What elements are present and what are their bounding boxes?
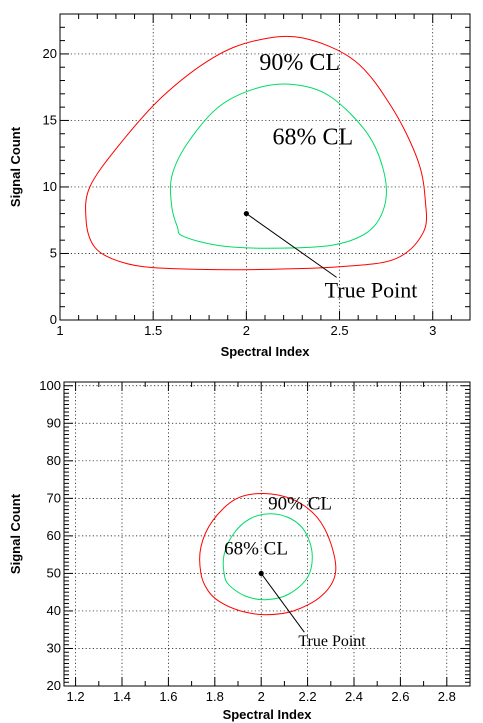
y-axis-title: Signal Count bbox=[8, 126, 23, 207]
x-tick-label: 2 bbox=[243, 323, 250, 338]
y-tick-label: 5 bbox=[50, 245, 57, 260]
x-tick-label: 1.2 bbox=[67, 689, 85, 704]
x-tick-label: 1.4 bbox=[113, 689, 131, 704]
true-point-pointer-line bbox=[260, 573, 305, 633]
y-tick-label: 0 bbox=[50, 312, 57, 327]
true-point-pointer-line bbox=[246, 213, 337, 278]
contour-90cl bbox=[85, 35, 428, 271]
x-tick-label: 3 bbox=[429, 323, 436, 338]
y-axis-title: Signal Count bbox=[8, 493, 23, 574]
x-tick-label: 2.4 bbox=[345, 689, 363, 704]
contour-90cl bbox=[199, 492, 337, 616]
label-true-point: True Point bbox=[298, 633, 366, 650]
x-axis-title: Spectral Index bbox=[221, 344, 311, 359]
x-axis-title: Spectral Index bbox=[223, 707, 313, 722]
top-contour-panel: 1 1.5 2 2.5 3 0 5 10 15 20 Spectral Index Signal Co… bbox=[8, 13, 471, 359]
y-tick-label: 70 bbox=[47, 490, 61, 505]
y-tick-label: 15 bbox=[43, 112, 57, 127]
bottom-contour-panel: 1.2 1.4 1.6 1.8 2 2.2 2.4 2.6 2.8 20 30 40 50 60 70 80 9… bbox=[8, 378, 471, 722]
x-tick-label: 1.6 bbox=[159, 689, 177, 704]
x-tick-label: 1 bbox=[56, 323, 63, 338]
y-tick-label: 80 bbox=[47, 453, 61, 468]
label-68cl: 68% CL bbox=[224, 539, 288, 560]
y-tick-label: 20 bbox=[43, 46, 57, 61]
y-tick-label: 10 bbox=[43, 179, 57, 194]
y-tick-label: 20 bbox=[47, 678, 61, 693]
label-90cl: 90% CL bbox=[268, 494, 332, 515]
label-90cl: 90% CL bbox=[259, 50, 340, 76]
x-tick-label: 1.8 bbox=[206, 689, 224, 704]
x-tick-label: 2.6 bbox=[391, 689, 409, 704]
x-tick-label: 2 bbox=[258, 689, 265, 704]
label-68cl: 68% CL bbox=[272, 124, 353, 150]
y-tick-label: 60 bbox=[47, 528, 61, 543]
y-tick-label: 100 bbox=[39, 378, 61, 393]
y-tick-label: 30 bbox=[47, 640, 61, 655]
x-tick-label: 2.2 bbox=[299, 689, 317, 704]
plot-frame bbox=[63, 381, 471, 687]
x-tick-label: 2.8 bbox=[438, 689, 456, 704]
y-tick-label: 40 bbox=[47, 603, 61, 618]
contour-68cl bbox=[222, 513, 313, 601]
y-tick-label: 50 bbox=[47, 565, 61, 580]
contour-68cl bbox=[169, 83, 387, 249]
x-tick-label: 1.5 bbox=[144, 323, 162, 338]
label-true-point: True Point bbox=[325, 277, 418, 302]
y-tick-label: 90 bbox=[47, 415, 61, 430]
x-tick-label: 2.5 bbox=[331, 323, 349, 338]
